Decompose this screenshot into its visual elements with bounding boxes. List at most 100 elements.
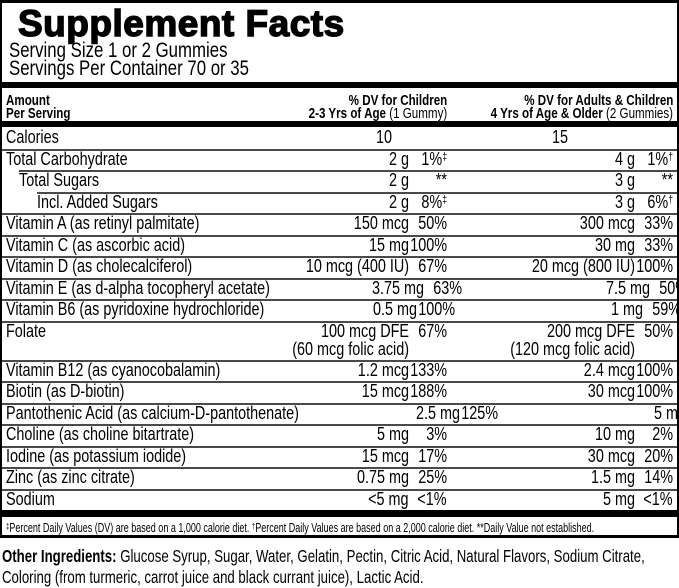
table-row: Vitamin E (as d-alpha tocopheryl acetate… xyxy=(2,277,679,300)
children-dv: 100% xyxy=(417,299,455,319)
children-dv: 67% xyxy=(418,256,447,276)
adults-amount: 4 g xyxy=(614,148,635,169)
nutrient-name: Choline (as choline bitartrate) xyxy=(6,424,195,444)
adults-dv: 50% xyxy=(644,320,673,341)
children-dv: 188% xyxy=(410,381,447,401)
adults-dv: 100% xyxy=(636,256,673,276)
adults-amount: 3 g xyxy=(614,170,635,190)
nutrient-name: Vitamin A (as retinyl palmitate) xyxy=(6,213,200,233)
adults-dv: 6%† xyxy=(647,191,673,212)
adults-dv: 1%† xyxy=(647,148,673,169)
children-amount: 5 mg xyxy=(376,424,409,444)
adults-dv: 100% xyxy=(636,359,673,380)
nutrient-name: Vitamin D (as cholecalciferol) xyxy=(6,256,193,276)
nutrient-name: Vitamin B12 (as cyanocobalamin) xyxy=(6,359,221,380)
nutrient-name: Vitamin E (as d-alpha tocopheryl acetate… xyxy=(6,277,270,298)
children-dv: 50% xyxy=(418,213,447,233)
adults-dv: <1% xyxy=(643,488,673,509)
thick-divider xyxy=(2,121,677,127)
children-dv: <1% xyxy=(417,488,447,509)
table-row: Sodium <5 mg <1% 5 mg <1% xyxy=(2,488,677,511)
adults-dv: 14% xyxy=(644,467,673,487)
adults-amount: 300 mcg xyxy=(579,213,635,233)
children-dv: ** xyxy=(435,170,447,190)
children-dv: 8%‡ xyxy=(421,191,447,212)
nutrient-name: Biotin (as D-biotin) xyxy=(6,381,125,401)
children-amount: 2 g xyxy=(388,170,409,190)
children-amount: 0.75 mg xyxy=(356,467,409,487)
thick-divider xyxy=(2,510,677,517)
adults-dv: 59% xyxy=(652,299,679,319)
children-dv: 67% xyxy=(418,320,447,341)
adults-dv: 20% xyxy=(644,445,673,466)
adults-dv: 100% xyxy=(636,381,673,401)
table-row: Pantothenic Acid (as calcium-D-pantothen… xyxy=(2,402,679,425)
table-row: Iodine (as potassium iodide) 15 mcg 17% … xyxy=(2,445,677,468)
children-amount: 15 mcg xyxy=(361,381,409,401)
adults-amount: 1.5 mg xyxy=(590,467,635,487)
servings-per-container: Servings Per Container 70 or 35 xyxy=(9,57,249,80)
other-ingredients: Other Ingredients: Glucose Syrup, Sugar,… xyxy=(2,546,645,587)
children-dv: 1%‡ xyxy=(421,148,447,169)
children-dv: 63% xyxy=(433,277,462,298)
nutrient-name: Incl. Added Sugars xyxy=(37,191,158,212)
adults-dv: 33% xyxy=(644,213,673,233)
children-dv: 3% xyxy=(426,424,447,444)
children-amount: 15 mcg xyxy=(361,445,409,466)
children-amount: 3.75 mg xyxy=(371,277,424,298)
adults-amount: 20 mcg (800 IU) xyxy=(531,256,635,276)
label-title: Supplement Facts xyxy=(17,3,345,44)
table-row-calories: Calories 10 15 xyxy=(6,127,673,149)
children-dv: 125% xyxy=(461,402,499,423)
children-amount: 1.2 mcg xyxy=(357,359,409,380)
adults-amount: 7.5 mg xyxy=(605,277,650,298)
children-amount: <5 mg xyxy=(368,488,409,509)
table-row: Choline (as choline bitartrate) 5 mg 3% … xyxy=(2,424,677,446)
adults-amount: 2.4 mcg xyxy=(583,359,635,380)
children-amount: 2 g xyxy=(388,148,409,169)
footnote: ‡Percent Daily Values (DV) are based on … xyxy=(6,521,595,535)
header-adults-dv: % DV for Adults & Children 4 Yrs of Age … xyxy=(490,93,673,122)
adults-amount: 30 mcg xyxy=(587,381,635,401)
children-amount: 2 g xyxy=(388,191,409,212)
table-header: Amount Per Serving % DV for Children 2-3… xyxy=(6,88,673,122)
table-row: Incl. Added Sugars 2 g 8%‡ 3 g 6%† xyxy=(6,191,677,214)
table-row: Vitamin A (as retinyl palmitate) 150 mcg… xyxy=(2,213,677,235)
children-amount: 100 mcg DFE (60 mcg folic acid) xyxy=(292,320,409,359)
children-dv: 133% xyxy=(410,359,447,380)
table-row: Vitamin B12 (as cyanocobalamin) 1.2 mcg … xyxy=(2,359,677,382)
table-row: Total Sugars 2 g ** 3 g ** xyxy=(6,170,677,192)
children-amount: 15 mg xyxy=(368,234,409,255)
adults-amount: 30 mcg xyxy=(587,445,635,466)
adults-dv: 33% xyxy=(644,234,673,255)
nutrient-name: Total Carbohydrate xyxy=(6,148,128,169)
nutrient-name: Vitamin C (as ascorbic acid) xyxy=(6,234,185,255)
nutrient-name: Vitamin B6 (as pyridoxine hydrochloride) xyxy=(6,299,265,319)
header-children-dv: % DV for Children 2-3 Yrs of Age (1 Gumm… xyxy=(308,93,447,122)
nutrient-name: Iodine (as potassium iodide) xyxy=(6,445,187,466)
nutrient-name: Sodium xyxy=(6,488,55,509)
nutrient-name: Total Sugars xyxy=(19,170,100,190)
table-row-folate: Folate 100 mcg DFE (60 mcg folic acid) 6… xyxy=(2,320,677,360)
children-amount: 10 mcg (400 IU) xyxy=(305,256,409,276)
nutrient-name: Pantothenic Acid (as calcium-D-pantothen… xyxy=(6,402,299,423)
adults-amount: 5 mg xyxy=(602,488,635,509)
children-amount: 0.5 mg xyxy=(372,299,417,319)
adults-amount: 200 mcg DFE (120 mcg folic acid) xyxy=(510,320,635,359)
children-amount: 2.5 mg xyxy=(416,402,461,423)
nutrient-name: Folate xyxy=(6,320,47,341)
children-amount: 10 xyxy=(375,127,393,147)
children-dv: 17% xyxy=(418,445,447,466)
adults-dv: ** xyxy=(661,170,673,190)
table-row: Zinc (as zinc citrate) 0.75 mg 25% 1.5 m… xyxy=(2,467,677,489)
nutrient-name: Zinc (as zinc citrate) xyxy=(6,467,135,487)
adults-amount: 15 xyxy=(551,127,569,147)
table-row: Biotin (as D-biotin) 15 mcg 188% 30 mcg … xyxy=(2,381,677,403)
children-amount: 150 mcg xyxy=(353,213,409,233)
adults-dv: 2% xyxy=(652,424,673,444)
serving-size: Serving Size 1 or 2 Gummies xyxy=(9,39,228,62)
adults-amount: 10 mg xyxy=(594,424,635,444)
adults-dv: 50% xyxy=(659,277,679,298)
table-row: Vitamin D (as cholecalciferol) 10 mcg (4… xyxy=(2,256,677,278)
header-amount-per-serving: Amount Per Serving xyxy=(6,93,71,122)
